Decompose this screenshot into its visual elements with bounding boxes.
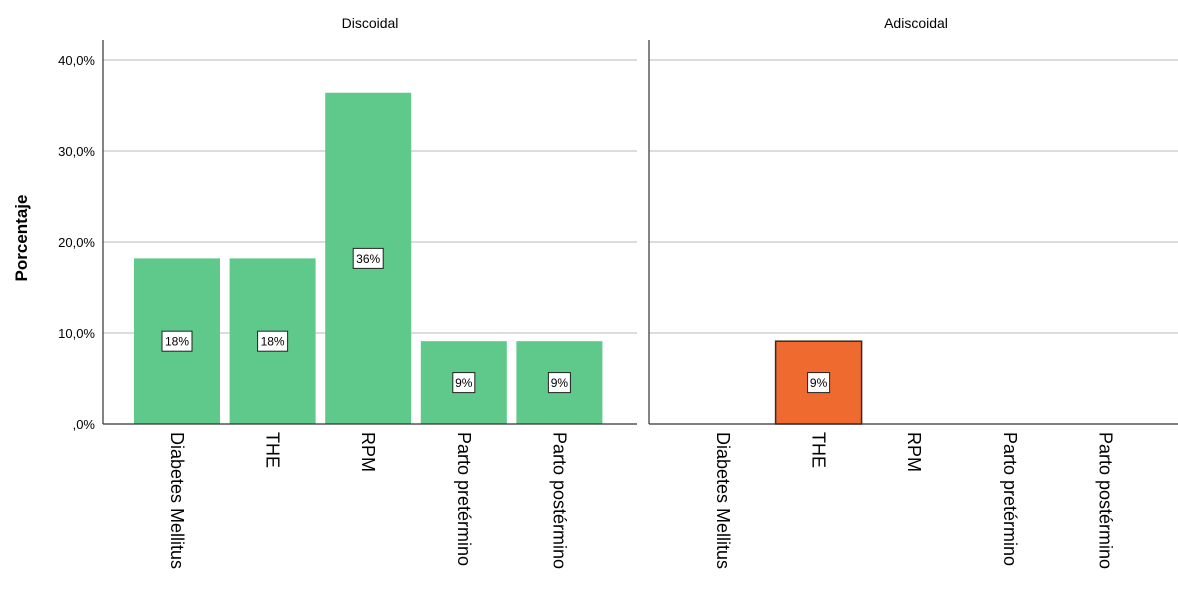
- y-tick-label-0: ,0%: [73, 417, 96, 432]
- category-label-p1-1: THE: [809, 432, 829, 468]
- bar-label-p0-0: 18%: [165, 335, 189, 349]
- y-tick-label-4: 40,0%: [58, 53, 95, 68]
- bar-label-box-p0-4: [547, 372, 571, 394]
- category-label-p0-1: THE: [263, 432, 283, 468]
- category-label-p0-4: Parto postérmino: [549, 432, 569, 569]
- labels: ,0% 10,0% 20,0% 30,0% 40,0% Discoidal 18% Diabe…: [58, 15, 1115, 569]
- bar-label-p0-3: 9%: [455, 376, 473, 390]
- category-label-p1-2: RPM: [904, 432, 924, 472]
- category-label-p1-4: Parto postérmino: [1095, 432, 1115, 569]
- bar-label-p0-4: 9%: [551, 376, 569, 390]
- category-label-p0-3: Parto pretérmino: [454, 432, 474, 566]
- category-label-p1-0: Diabetes Mellitus: [713, 432, 733, 569]
- bar-label-box-p0-1: [257, 330, 289, 352]
- category-label-p0-0: Diabetes Mellitus: [167, 432, 187, 569]
- y-tick-label-1: 10,0%: [58, 326, 95, 341]
- bar-label-p0-2: 36%: [356, 252, 380, 266]
- y-tick-label-3: 30,0%: [58, 144, 95, 159]
- bar-label-p0-1: 18%: [261, 335, 285, 349]
- bar-label-p1-1: 9%: [810, 376, 828, 390]
- bar-label-box-p0-2: [352, 247, 384, 269]
- y-axis-title: Porcentaje: [12, 195, 31, 282]
- y-tick-label-2: 20,0%: [58, 235, 95, 250]
- panel-title-0: Discoidal: [342, 15, 399, 31]
- axes: [102, 40, 1178, 425]
- bar-label-box-p0-0: [161, 330, 193, 352]
- bar-label-box-p1-1: [807, 372, 831, 394]
- bars: [134, 92, 863, 425]
- category-label-p0-2: RPM: [358, 432, 378, 472]
- bar-label-box-p0-3: [452, 372, 476, 394]
- category-label-p1-3: Parto pretérmino: [1000, 432, 1020, 566]
- panel-title-1: Adiscoidal: [884, 15, 948, 31]
